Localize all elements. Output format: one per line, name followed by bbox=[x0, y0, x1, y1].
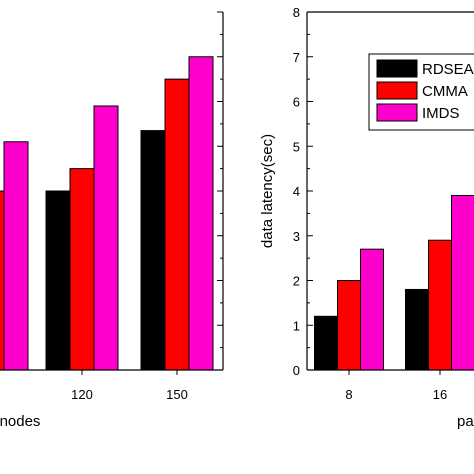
right-bar-cmma-0 bbox=[337, 280, 361, 371]
right-y-tick-label: 7 bbox=[293, 50, 300, 65]
legend-swatch-imds bbox=[376, 103, 418, 122]
right-y-tick-label: 8 bbox=[293, 5, 300, 20]
legend-label-cmma: CMMA bbox=[422, 83, 468, 100]
left-x-tick-label: 150 bbox=[166, 387, 188, 402]
right-bar-rdsea-0 bbox=[314, 315, 338, 371]
left-bar-imds-1 bbox=[93, 105, 119, 371]
right-y-tick-label: 0 bbox=[293, 363, 300, 378]
right-y-axis-title: data latency(sec) bbox=[259, 134, 276, 248]
legend: RDSEA CMMA IMDS bbox=[368, 53, 474, 131]
right-x-tick-label: 16 bbox=[433, 387, 447, 402]
left-bar-imds-0 bbox=[3, 141, 29, 371]
right-bars bbox=[314, 194, 474, 371]
right-x-axis-title: pa bbox=[457, 413, 474, 430]
left-x-axis-title: nodes bbox=[0, 413, 40, 430]
left-bar-cmma-1 bbox=[69, 168, 95, 371]
right-chart: 0 1 2 3 4 5 6 7 8 8 16 data latency(sec) pa RDSEA C… bbox=[259, 5, 474, 430]
right-bar-cmma-1 bbox=[428, 239, 452, 371]
right-x-tick-label: 8 bbox=[345, 387, 352, 402]
legend-label-imds: IMDS bbox=[422, 105, 460, 122]
legend-swatch-cmma bbox=[376, 81, 418, 100]
left-bar-cmma-0 bbox=[0, 190, 5, 371]
legend-swatch-rdsea bbox=[376, 59, 418, 78]
left-bar-imds-2 bbox=[188, 56, 214, 371]
left-chart: 120 150 nodes bbox=[0, 11, 224, 430]
right-bar-imds-0 bbox=[360, 248, 384, 371]
right-bar-imds-1 bbox=[451, 194, 474, 371]
right-y-tick-label: 4 bbox=[293, 184, 300, 199]
left-bars bbox=[0, 56, 214, 371]
left-x-tick-label: 120 bbox=[71, 387, 93, 402]
right-y-tick-label: 3 bbox=[293, 229, 300, 244]
right-y-tick-label: 5 bbox=[293, 139, 300, 154]
right-axes: 0 1 2 3 4 5 6 7 8 8 16 bbox=[293, 5, 474, 402]
left-bar-rdsea-1 bbox=[45, 190, 71, 371]
right-y-tick-label: 1 bbox=[293, 318, 300, 333]
right-y-tick-label: 6 bbox=[293, 95, 300, 110]
left-bar-cmma-2 bbox=[164, 78, 190, 371]
right-y-tick-label: 2 bbox=[293, 274, 300, 289]
left-bar-rdsea-2 bbox=[140, 130, 166, 371]
legend-label-rdsea: RDSEA bbox=[422, 61, 474, 78]
left-axes: 120 150 bbox=[0, 11, 224, 402]
right-bar-rdsea-1 bbox=[405, 288, 429, 371]
